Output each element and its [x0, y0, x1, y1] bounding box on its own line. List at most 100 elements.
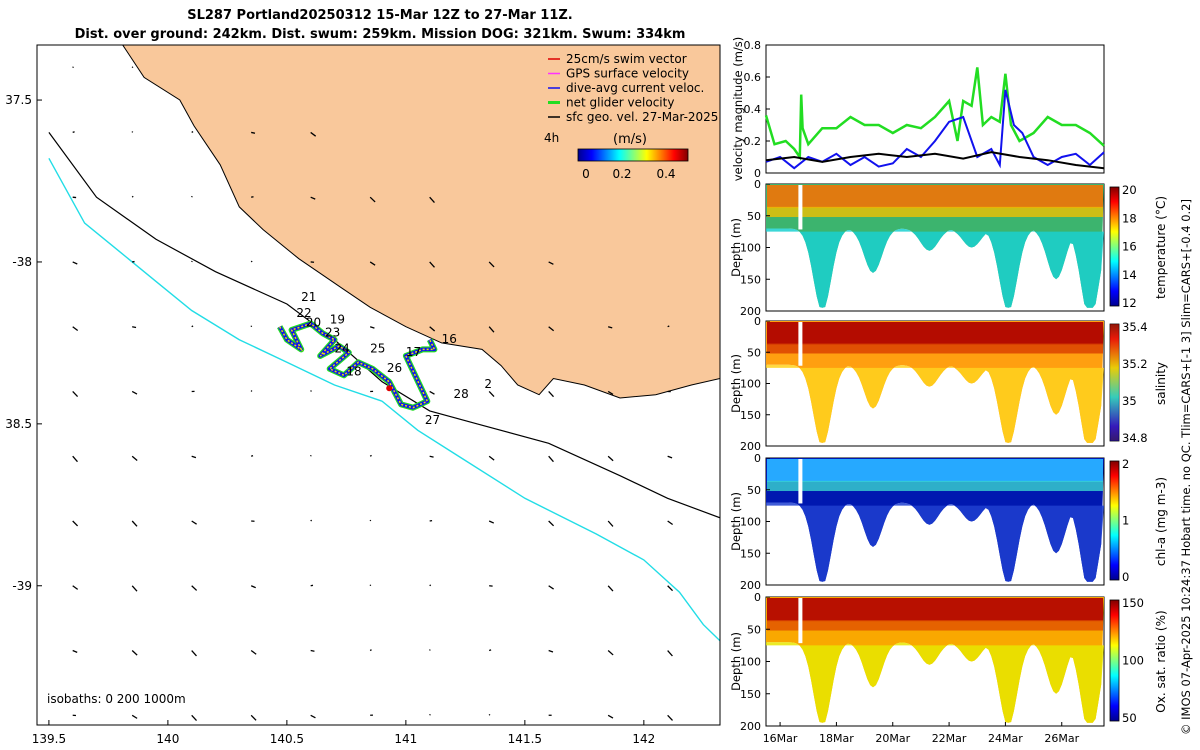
day-label-12: 28: [453, 387, 468, 401]
velocity-frame: [765, 44, 1105, 174]
section-xtick-label: 20Mar: [875, 732, 910, 745]
sfc-geo-arrow: [429, 196, 435, 204]
section-colorbar-tick: 150: [1122, 596, 1144, 610]
sfc-geo-arrow: [488, 649, 492, 652]
side-note-text: © IMOS 07-Apr-2025 10:24:37 Hobart time.…: [1179, 199, 1193, 735]
map-colorbar: [577, 148, 689, 162]
current-position-marker: [386, 385, 393, 392]
sfc-geo-arrow: [131, 520, 138, 527]
sfc-geo-arrow: [72, 649, 78, 653]
section-gap-0: [798, 185, 803, 230]
map-xtick-label: 140: [156, 732, 179, 746]
section-ylabel-2: Depth (m): [729, 492, 743, 551]
map-colorbar-tick: 0.2: [612, 167, 631, 181]
section-band-3: [767, 620, 1103, 631]
section-ytick-label: 100: [740, 656, 761, 669]
sfc-geo-arrow: [548, 391, 554, 398]
sfc-geo-arrow: [548, 261, 554, 265]
map-colorbar-tick: 0.4: [656, 167, 675, 181]
chart-title-line1: SL287 Portland20250312 15-Mar 12Z to 27-…: [187, 8, 573, 23]
sfc-geo-arrow: [250, 585, 256, 589]
sfc-geo-arrow: [310, 196, 316, 200]
sfc-geo-arrow: [310, 714, 316, 719]
section-deep-2: [766, 502, 1104, 582]
section-colorbar-overlay: [1110, 324, 1119, 441]
velocity-series-0: [764, 67, 1105, 161]
section-colorbar-tick: 50: [1122, 711, 1137, 725]
map-xtick-label: 141.5: [508, 732, 542, 746]
track-swim-vectors: [279, 322, 436, 409]
sfc-geo-arrow: [667, 714, 673, 721]
day-label-2: 19: [330, 312, 345, 326]
section-ytick-label: 200: [740, 305, 761, 318]
isobath-200m: [48, 132, 720, 519]
section-ytick-label: 100: [740, 242, 761, 255]
section-gap-2: [798, 459, 803, 504]
section-ytick-label: 200: [740, 579, 761, 592]
section-surface-3: [767, 598, 1103, 622]
sfc-geo-arrow: [251, 131, 256, 134]
section-colorbar-3: [1109, 599, 1120, 722]
sfc-geo-arrow: [310, 390, 312, 392]
section-surface-0: [767, 185, 1103, 208]
section-colorbar-tick: 35.4: [1122, 320, 1148, 334]
sfc-geo-arrow: [131, 455, 138, 462]
velocity-ylabel: velocity magnitude (m/s): [731, 37, 745, 182]
velocity-ytick-label: 0.2: [744, 135, 762, 148]
sfc-geo-arrow: [488, 520, 495, 524]
land-mass: [122, 45, 720, 399]
section-band-2: [767, 480, 1103, 492]
sfc-geo-arrow: [131, 390, 138, 395]
sfc-geo-arrow: [488, 326, 495, 333]
sfc-geo-arrow: [310, 131, 317, 137]
section-xtick-label: 26Mar: [1044, 732, 1079, 745]
sfc-geo-arrow: [667, 585, 674, 592]
legend-entry-0: 25cm/s swim vector: [566, 52, 687, 66]
section-colorbar-tick: 34.8: [1122, 431, 1148, 445]
sfc-geo-arrow: [607, 455, 614, 462]
sfc-geo-arrow: [667, 455, 673, 459]
sfc-geo-arrow: [250, 390, 253, 392]
map-xtick-label: 141: [394, 732, 417, 746]
section-ylabel-1: Depth (m): [729, 354, 743, 413]
sfc-geo-arrow: [131, 585, 138, 592]
section-ytick-label: 0: [754, 452, 761, 465]
day-label-0: 21: [301, 290, 316, 304]
sfc-geo-arrow: [191, 455, 197, 459]
colorbar-title: (m/s): [613, 132, 647, 147]
sfc-geo-arrow: [429, 390, 435, 395]
section-ytick-label: 200: [740, 720, 761, 733]
sfc-geo-arrow: [250, 260, 253, 263]
sfc-geo-arrow: [548, 326, 555, 332]
sfc-geo-arrow: [429, 713, 431, 716]
section-ytick-label: 50: [747, 210, 761, 223]
sfc-geo-arrow: [191, 520, 197, 525]
isobath-note: isobaths: 0 200 1000m: [47, 692, 186, 706]
section-colorbar-tick: 1: [1122, 514, 1129, 528]
day-label-8: 16: [442, 332, 457, 346]
section-xtick-label: 24Mar: [988, 732, 1023, 745]
velocity-ytick-label: 0: [754, 167, 761, 180]
section-ylabel-0: Depth (m): [729, 218, 743, 277]
section-ytick-label: 50: [747, 623, 761, 636]
sfc-geo-arrow: [369, 454, 372, 457]
map-ytick-label: -39: [12, 579, 32, 593]
section-colorbar-tick: 35: [1122, 394, 1137, 408]
section-colorbar-label-1: salinity: [1154, 362, 1168, 405]
day-label-10: 18: [346, 364, 361, 378]
sfc-geo-arrow: [72, 326, 79, 332]
section-colorbar-tick: 14: [1122, 268, 1137, 282]
section-ytick-label: 0: [754, 591, 761, 604]
section-xtick-label: 16Mar: [763, 732, 798, 745]
section-colorbar-0: [1109, 186, 1120, 307]
section-colorbar-tick: 100: [1122, 654, 1144, 668]
sfc-geo-arrow: [369, 649, 372, 652]
sfc-geo-arrow: [250, 454, 254, 457]
section-colorbar-tick: 20: [1122, 183, 1137, 197]
section-colorbar-label-2: chl-a (mg m-3): [1154, 477, 1168, 566]
sfc-geo-arrow: [548, 455, 554, 463]
sfc-geo-arrow: [369, 261, 376, 266]
velocity-ytick-label: 0.8: [744, 39, 762, 52]
